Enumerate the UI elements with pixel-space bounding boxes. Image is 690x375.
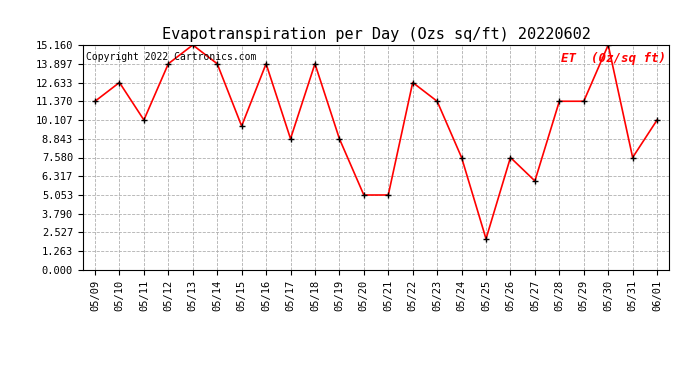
Title: Evapotranspiration per Day (Ozs sq/ft) 20220602: Evapotranspiration per Day (Ozs sq/ft) 2… <box>161 27 591 42</box>
Text: ET  (0z/sq ft): ET (0z/sq ft) <box>562 52 667 65</box>
Text: Copyright 2022 Cartronics.com: Copyright 2022 Cartronics.com <box>86 52 256 62</box>
